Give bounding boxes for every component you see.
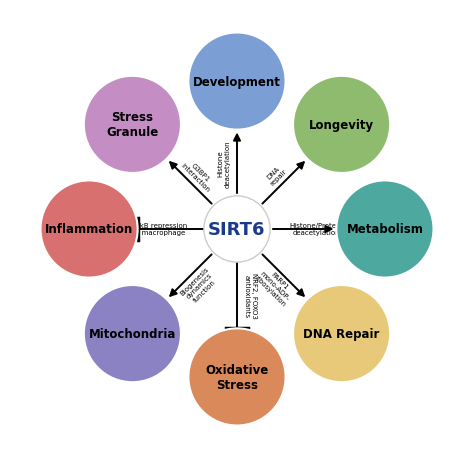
Text: Biogenesis
dynamics
function: Biogenesis dynamics function [179,265,220,306]
Text: Histone/Protein
deacetylation: Histone/Protein deacetylation [290,223,343,236]
Circle shape [189,34,285,130]
Text: Inflammation: Inflammation [45,223,133,236]
Circle shape [189,329,285,425]
Text: Development: Development [193,75,281,89]
Text: NRF2, FOXO3
antioxidants: NRF2, FOXO3 antioxidants [244,273,257,319]
Text: Mitochondria: Mitochondria [89,327,176,341]
Text: SIRT6: SIRT6 [208,220,266,239]
Circle shape [40,181,137,278]
Text: Metabolism: Metabolism [346,223,423,236]
Text: Stress
Granule: Stress Granule [106,111,158,139]
Text: DNA Repair: DNA Repair [303,327,380,341]
Text: NF-kB repression
M2 macrophage: NF-kB repression M2 macrophage [128,223,187,236]
Text: Longevity: Longevity [309,118,374,132]
Circle shape [337,181,434,278]
Text: DNA
repair: DNA repair [264,163,288,187]
Circle shape [84,285,181,382]
Circle shape [293,77,390,174]
Circle shape [204,196,270,263]
Text: G3BP1
interaction: G3BP1 interaction [180,157,216,193]
Text: Histone
deacetylation: Histone deacetylation [217,140,230,187]
Text: Oxidative
Stress: Oxidative Stress [205,363,269,391]
Circle shape [84,77,181,174]
Circle shape [293,285,390,382]
Text: PARP1
mono-ADP-
ribosylation: PARP1 mono-ADP- ribosylation [253,264,296,307]
